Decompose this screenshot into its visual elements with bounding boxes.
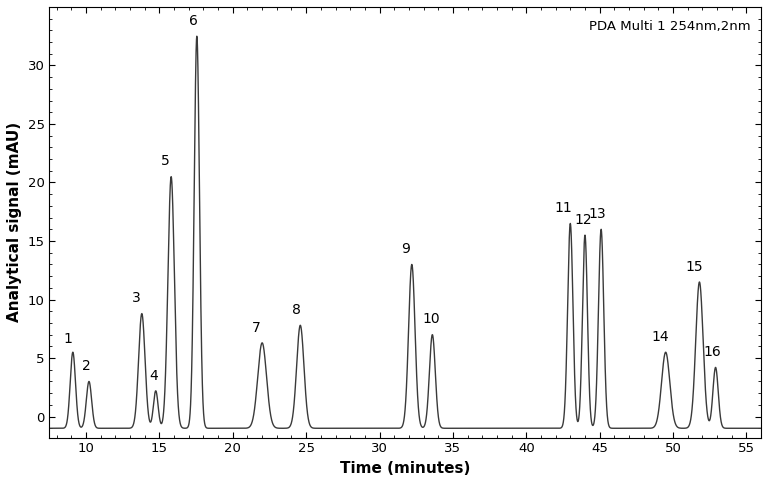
Text: 2: 2 (82, 359, 91, 373)
Text: 3: 3 (132, 291, 141, 305)
Text: 7: 7 (252, 321, 260, 335)
Text: 16: 16 (703, 345, 721, 359)
Text: 13: 13 (588, 207, 606, 221)
Text: PDA Multi 1 254nm,2nm: PDA Multi 1 254nm,2nm (589, 20, 750, 33)
Text: 8: 8 (292, 303, 301, 317)
Text: 6: 6 (189, 14, 197, 28)
Text: 5: 5 (161, 155, 170, 169)
Text: 4: 4 (149, 369, 158, 383)
Text: 12: 12 (574, 213, 591, 227)
Text: 9: 9 (402, 242, 410, 256)
Text: 15: 15 (686, 260, 703, 274)
Text: 14: 14 (652, 330, 670, 344)
Text: 10: 10 (422, 313, 440, 327)
Text: 11: 11 (554, 201, 573, 215)
Y-axis label: Analytical signal (mAU): Analytical signal (mAU) (7, 122, 22, 322)
Text: 1: 1 (63, 332, 72, 346)
X-axis label: Time (minutes): Time (minutes) (340, 461, 470, 476)
